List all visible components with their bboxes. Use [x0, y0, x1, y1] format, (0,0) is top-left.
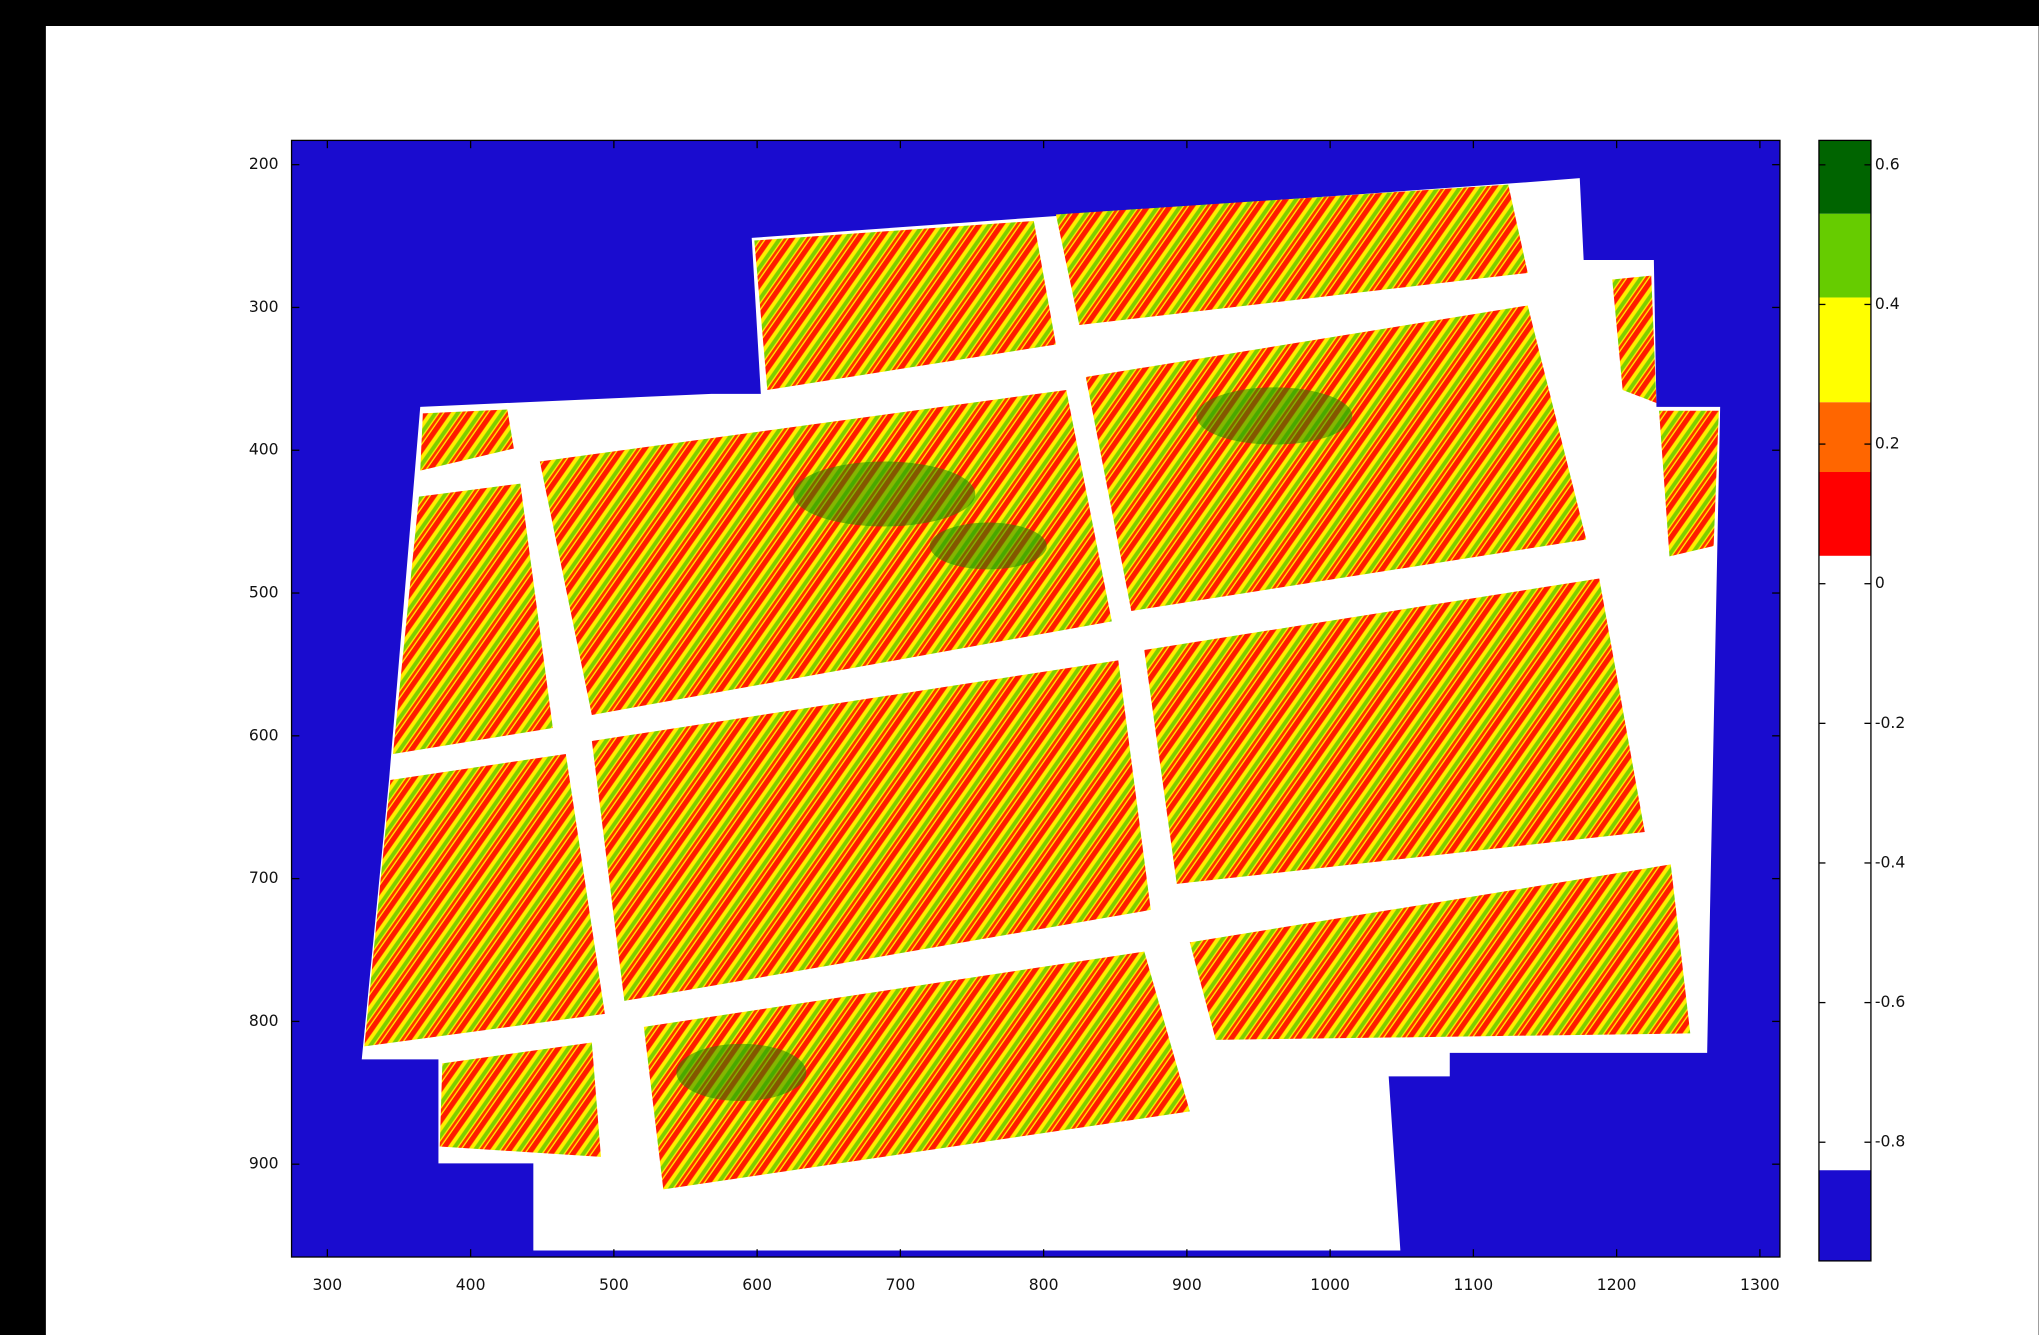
x-tick-label: 800	[1029, 1276, 1059, 1294]
colorbar-band	[1819, 472, 1871, 556]
y-tick-label: 800	[249, 1012, 279, 1030]
x-tick-label: 400	[456, 1276, 486, 1294]
chart: 300 400 500 600 700 800 900 1000 1100 1200 1300 200…	[0, 0, 2039, 1335]
colorbar-tick-label: 0.2	[1875, 435, 1900, 453]
colorbar-band	[1819, 1170, 1871, 1261]
x-tick-label: 1200	[1597, 1276, 1637, 1294]
image	[292, 140, 1780, 1257]
colorbar-tick-label: -0.4	[1875, 853, 1905, 871]
x-tick-label: 500	[599, 1276, 629, 1294]
y-tick-label: 400	[249, 441, 279, 459]
colorbar-tick-label: -0.2	[1875, 714, 1905, 732]
colorbar-band	[1819, 140, 1871, 213]
x-tick-label: 700	[886, 1276, 916, 1294]
x-tick-label: 1300	[1740, 1276, 1780, 1294]
colorbar-tick-label: 0.4	[1875, 295, 1900, 313]
x-tick-label: 1000	[1310, 1276, 1350, 1294]
y-tick-label: 900	[249, 1155, 279, 1173]
colorbar-tick-label: -0.6	[1875, 993, 1905, 1011]
y-tick-label: 300	[249, 298, 279, 316]
y-tick-label: 600	[249, 726, 279, 744]
y-tick-label: 700	[249, 869, 279, 887]
x-tick-label: 1100	[1454, 1276, 1494, 1294]
colorbar-band	[1819, 297, 1871, 402]
colorbar-band	[1819, 556, 1871, 1170]
colorbar-band	[1819, 402, 1871, 472]
colorbar-band	[1819, 214, 1871, 298]
colorbar-tick-label: 0.6	[1875, 155, 1900, 173]
x-tick-label: 600	[742, 1276, 772, 1294]
page: 300 400 500 600 700 800 900 1000 1100 1200 1300 200…	[0, 0, 2039, 1335]
y-tick-label: 200	[249, 155, 279, 173]
y-tick-label: 500	[249, 584, 279, 602]
colorbar-tick-label: 0	[1875, 574, 1885, 592]
colorbar-tick-label: -0.8	[1875, 1133, 1905, 1151]
x-tick-label: 300	[313, 1276, 343, 1294]
x-tick-label: 900	[1172, 1276, 1202, 1294]
